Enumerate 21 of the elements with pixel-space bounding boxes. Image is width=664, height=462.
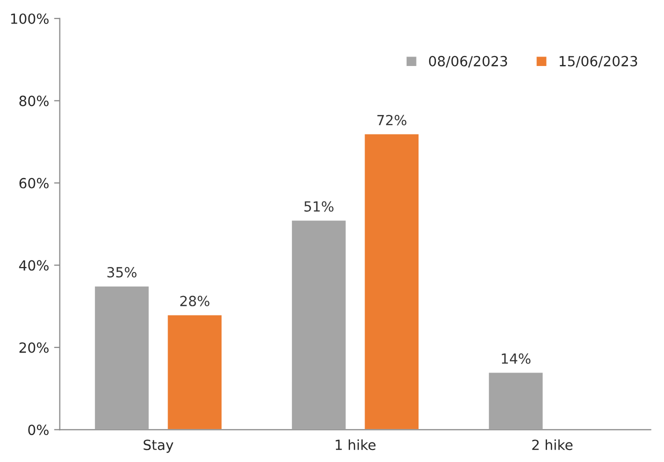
y-tick-label: 20%	[19, 342, 49, 353]
y-tick-label: 100%	[11, 13, 49, 24]
data-label: 14%	[502, 353, 530, 364]
y-tick-label: 80%	[19, 96, 49, 106]
x-tick-label: 2 hike	[532, 439, 572, 450]
data-label: 35%	[107, 266, 136, 278]
x-tick-label: Stay	[144, 440, 174, 453]
legend-label: 15/06/2023	[560, 56, 638, 68]
y-tick-label: 60%	[19, 178, 49, 188]
y-tick-label: 40%	[19, 260, 49, 271]
bar	[290, 219, 348, 430]
x-tick-label: 1 hike	[336, 439, 376, 450]
data-label: 28%	[180, 296, 210, 306]
data-label: 72%	[377, 114, 406, 126]
bar	[166, 314, 223, 430]
bar	[94, 285, 150, 430]
legend-label: 08/06/2023	[429, 56, 508, 68]
bar	[363, 132, 420, 430]
data-label: 51%	[304, 201, 334, 212]
y-tick-label: 0%	[28, 424, 49, 436]
bar	[488, 371, 544, 430]
